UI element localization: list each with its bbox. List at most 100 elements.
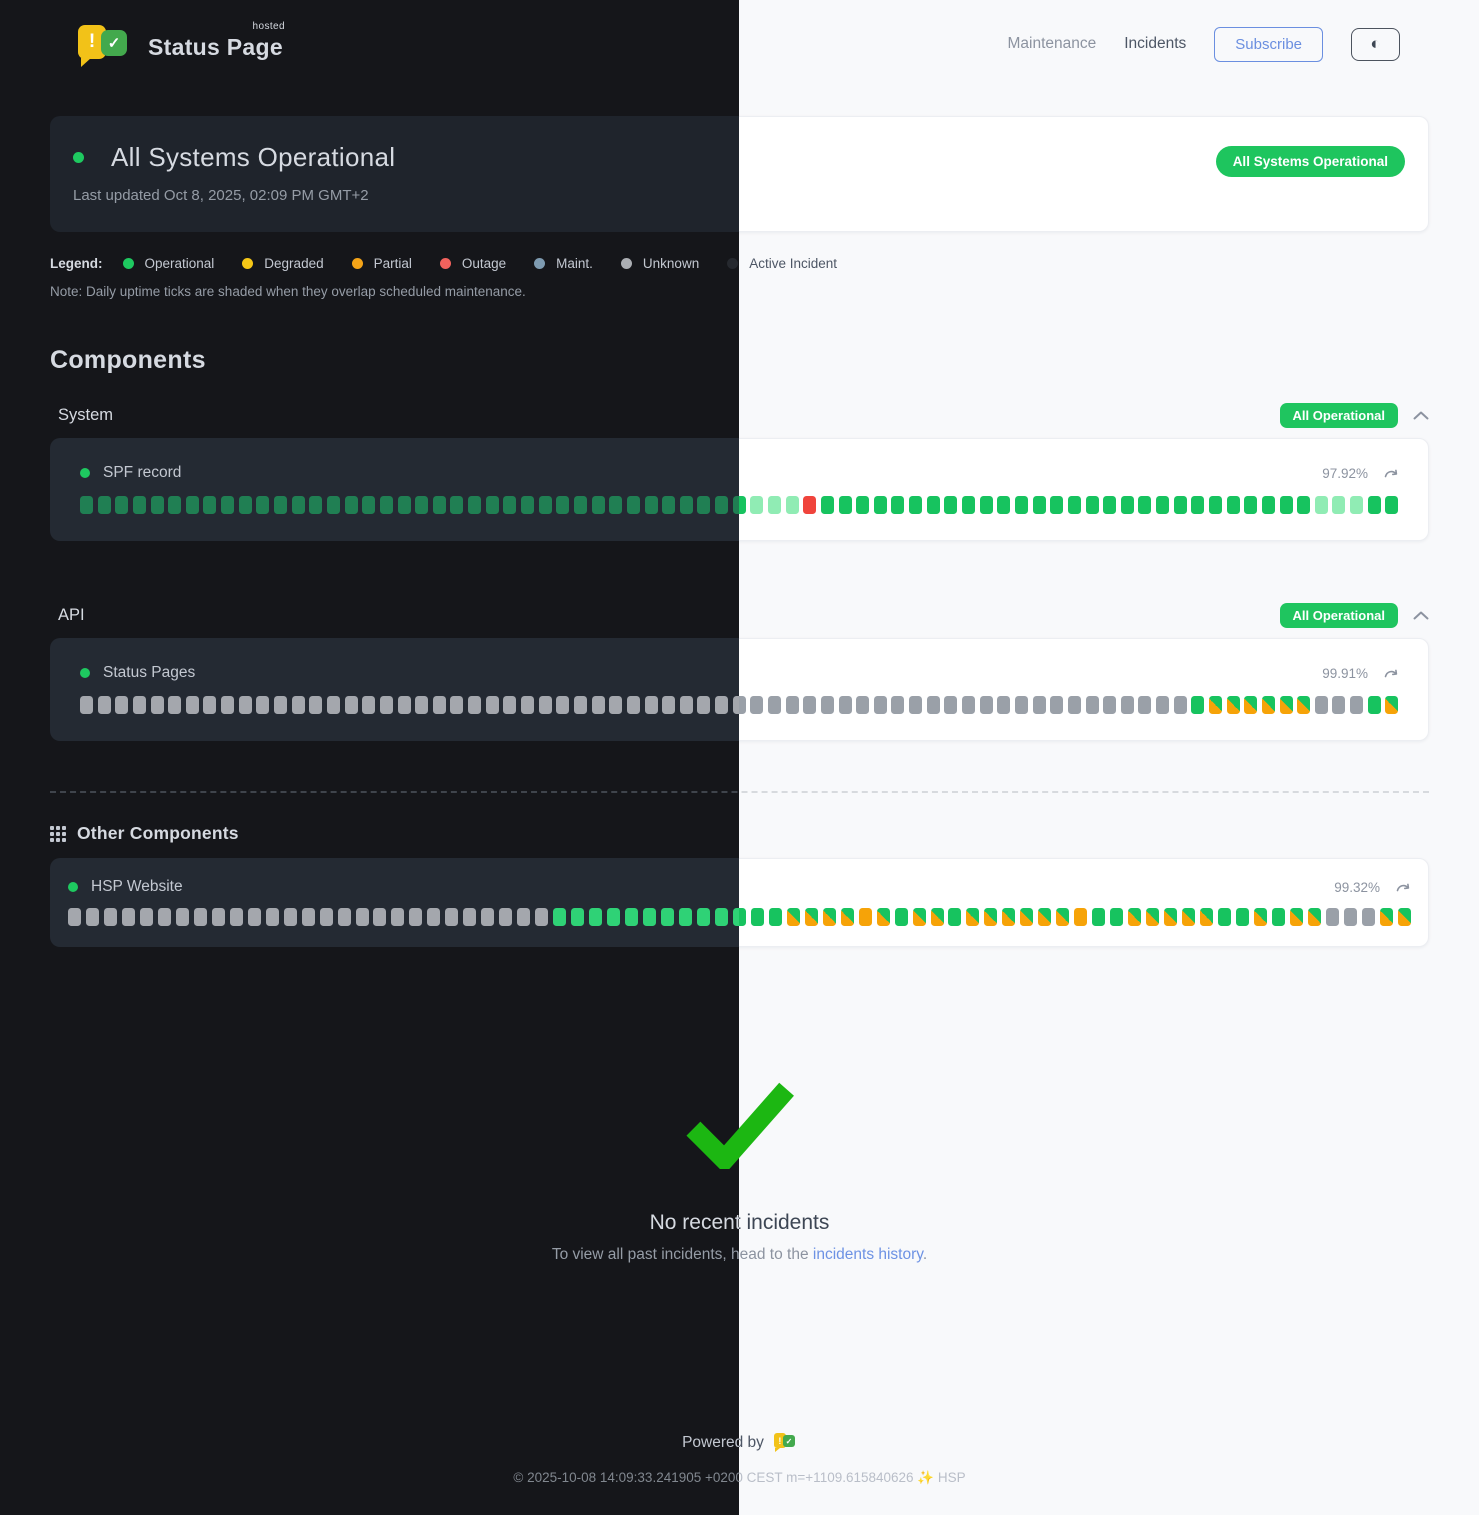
- uptime-tick[interactable]: [1173, 696, 1187, 714]
- uptime-tick[interactable]: [1244, 496, 1258, 514]
- uptime-tick[interactable]: [679, 496, 693, 514]
- uptime-tick[interactable]: [1209, 696, 1222, 714]
- uptime-tick[interactable]: [211, 908, 225, 926]
- uptime-tick[interactable]: [274, 496, 288, 514]
- uptime-tick[interactable]: [1244, 696, 1258, 714]
- uptime-tick[interactable]: [876, 908, 890, 926]
- theme-toggle-button[interactable]: ◐: [1351, 27, 1400, 61]
- uptime-tick[interactable]: [481, 908, 495, 926]
- uptime-tick[interactable]: [432, 496, 446, 514]
- uptime-tick[interactable]: [1182, 908, 1196, 926]
- uptime-tick[interactable]: [1226, 496, 1240, 514]
- uptime-tick[interactable]: [873, 496, 887, 514]
- uptime-tick[interactable]: [256, 696, 270, 714]
- uptime-tick[interactable]: [168, 496, 182, 514]
- uptime-tick[interactable]: [97, 696, 111, 714]
- uptime-tick[interactable]: [1164, 908, 1178, 926]
- uptime-tick[interactable]: [979, 496, 993, 514]
- uptime-tick[interactable]: [697, 496, 711, 514]
- uptime-tick[interactable]: [1191, 496, 1205, 514]
- uptime-tick[interactable]: [1120, 696, 1134, 714]
- uptime-tick[interactable]: [926, 696, 940, 714]
- uptime-tick[interactable]: [373, 908, 387, 926]
- uptime-tick[interactable]: [538, 696, 552, 714]
- uptime-tick[interactable]: [115, 496, 129, 514]
- uptime-tick[interactable]: [643, 908, 656, 926]
- uptime-tick[interactable]: [966, 908, 980, 926]
- uptime-tick[interactable]: [326, 696, 340, 714]
- uptime-tick[interactable]: [715, 696, 729, 714]
- uptime-tick[interactable]: [193, 908, 207, 926]
- uptime-tick[interactable]: [944, 496, 958, 514]
- uptime-tick[interactable]: [785, 696, 799, 714]
- uptime-tick[interactable]: [1379, 908, 1393, 926]
- uptime-tick[interactable]: [732, 496, 739, 514]
- uptime-tick[interactable]: [944, 696, 958, 714]
- uptime-tick[interactable]: [1385, 696, 1399, 714]
- uptime-tick[interactable]: [644, 496, 658, 514]
- uptime-tick[interactable]: [607, 908, 621, 926]
- uptime-tick[interactable]: [609, 496, 623, 514]
- uptime-tick[interactable]: [909, 696, 923, 714]
- uptime-tick[interactable]: [1092, 908, 1106, 926]
- uptime-tick[interactable]: [132, 696, 146, 714]
- uptime-tick[interactable]: [820, 496, 834, 514]
- uptime-tick[interactable]: [121, 908, 135, 926]
- uptime-tick[interactable]: [768, 908, 782, 926]
- uptime-tick[interactable]: [1120, 496, 1134, 514]
- uptime-tick[interactable]: [714, 908, 728, 926]
- uptime-tick[interactable]: [157, 908, 171, 926]
- uptime-tick[interactable]: [715, 496, 729, 514]
- uptime-tick[interactable]: [1289, 908, 1303, 926]
- uptime-tick[interactable]: [221, 496, 235, 514]
- uptime-tick[interactable]: [962, 696, 976, 714]
- uptime-tick[interactable]: [962, 496, 976, 514]
- uptime-tick[interactable]: [1385, 496, 1399, 514]
- uptime-tick[interactable]: [912, 908, 926, 926]
- uptime-tick[interactable]: [256, 496, 270, 514]
- uptime-tick[interactable]: [1332, 696, 1346, 714]
- uptime-tick[interactable]: [415, 696, 429, 714]
- uptime-tick[interactable]: [1279, 696, 1293, 714]
- uptime-tick[interactable]: [1067, 696, 1081, 714]
- uptime-tick[interactable]: [229, 908, 243, 926]
- uptime-tick[interactable]: [858, 908, 872, 926]
- uptime-tick[interactable]: [820, 696, 834, 714]
- uptime-tick[interactable]: [415, 496, 429, 514]
- uptime-tick[interactable]: [1085, 496, 1099, 514]
- uptime-tick[interactable]: [891, 696, 905, 714]
- uptime-tick[interactable]: [997, 496, 1011, 514]
- brand-logo[interactable]: ! ✓ Status Page hosted: [78, 21, 285, 67]
- uptime-tick[interactable]: [926, 496, 940, 514]
- incidents-history-link[interactable]: incidents history: [812, 1246, 923, 1263]
- uptime-tick[interactable]: [517, 908, 531, 926]
- uptime-tick[interactable]: [445, 908, 459, 926]
- uptime-tick[interactable]: [80, 696, 93, 714]
- uptime-tick[interactable]: [1297, 496, 1311, 514]
- uptime-tick[interactable]: [68, 908, 81, 926]
- uptime-tick[interactable]: [678, 908, 692, 926]
- uptime-tick[interactable]: [662, 496, 676, 514]
- uptime-tick[interactable]: [1085, 696, 1099, 714]
- uptime-tick[interactable]: [355, 908, 369, 926]
- uptime-tick[interactable]: [521, 496, 535, 514]
- uptime-tick[interactable]: [274, 696, 288, 714]
- uptime-tick[interactable]: [521, 696, 535, 714]
- uptime-tick[interactable]: [1325, 908, 1339, 926]
- uptime-tick[interactable]: [803, 696, 817, 714]
- uptime-tick[interactable]: [326, 496, 340, 514]
- nav-incidents[interactable]: Incidents: [1124, 35, 1187, 52]
- uptime-tick[interactable]: [930, 908, 944, 926]
- refresh-icon[interactable]: [1384, 668, 1399, 679]
- uptime-tick[interactable]: [785, 496, 799, 514]
- uptime-tick[interactable]: [1103, 496, 1117, 514]
- uptime-tick[interactable]: [997, 696, 1011, 714]
- uptime-tick[interactable]: [984, 908, 998, 926]
- uptime-tick[interactable]: [591, 496, 605, 514]
- uptime-ticks[interactable]: [80, 496, 739, 514]
- uptime-tick[interactable]: [309, 696, 323, 714]
- refresh-icon[interactable]: [1384, 468, 1399, 479]
- uptime-tick[interactable]: [309, 496, 323, 514]
- uptime-tick[interactable]: [1200, 908, 1214, 926]
- uptime-tick[interactable]: [150, 496, 164, 514]
